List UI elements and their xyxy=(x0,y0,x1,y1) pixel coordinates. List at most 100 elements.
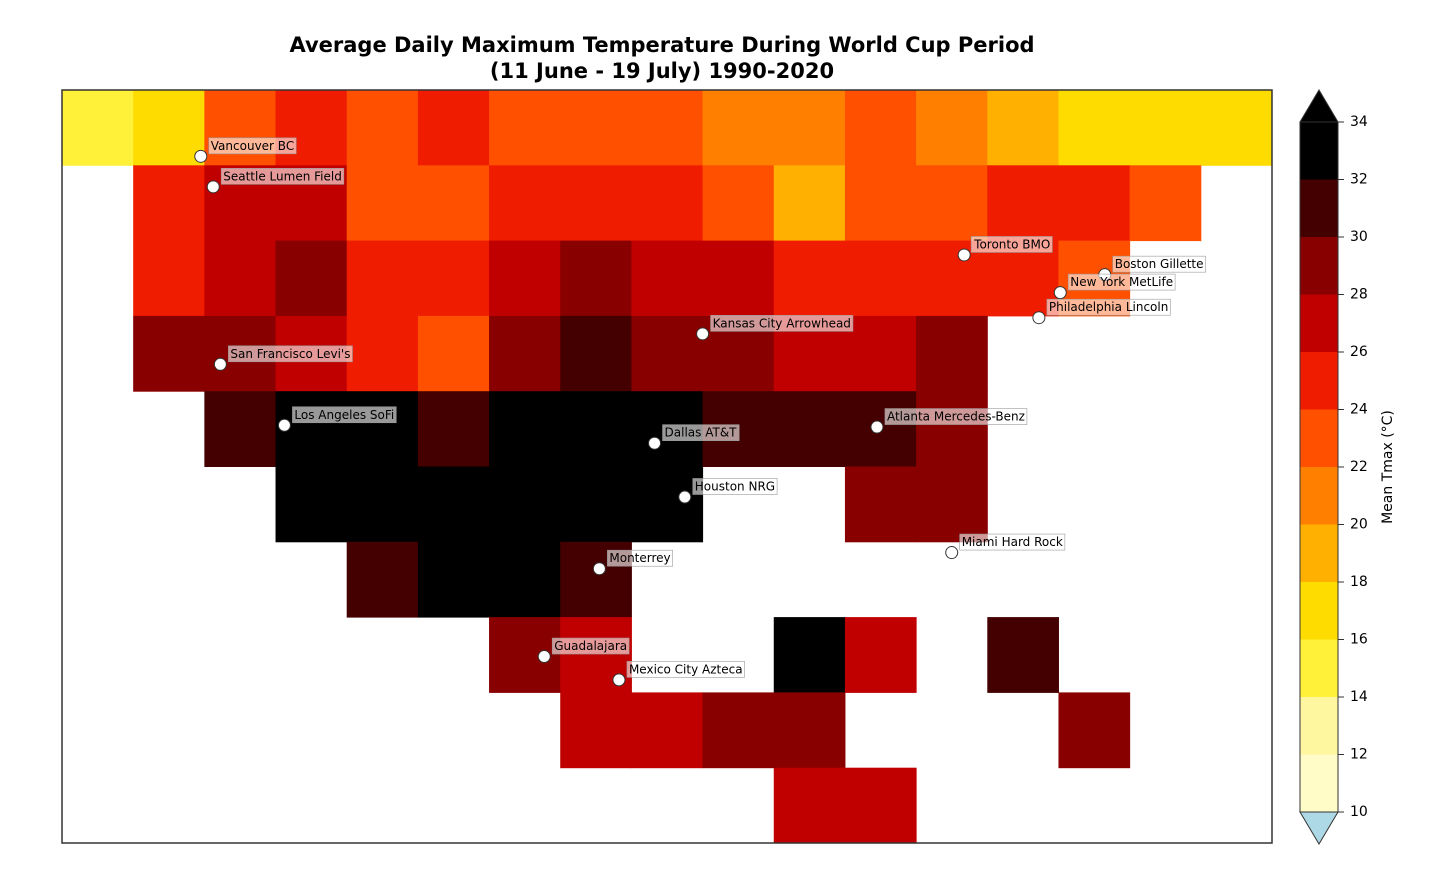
grid-cell xyxy=(773,767,846,844)
city-label: Houston NRG xyxy=(695,479,775,493)
grid-cell xyxy=(346,315,419,392)
grid-cell xyxy=(1058,165,1131,242)
city-marker xyxy=(194,149,208,163)
grid-cell xyxy=(773,240,846,317)
colorbar-tick-label: 14 xyxy=(1350,689,1368,705)
city-marker xyxy=(612,673,626,687)
grid-cell xyxy=(204,240,277,317)
colorbar-tick-label: 22 xyxy=(1350,459,1368,475)
city-label: Kansas City Arrowhead xyxy=(713,316,851,330)
city-marker xyxy=(945,546,959,560)
city-label-box xyxy=(884,408,1028,425)
colorbar-segment xyxy=(1300,179,1338,237)
colorbar-tick-label: 12 xyxy=(1350,747,1368,763)
grid-cell xyxy=(987,617,1059,693)
heat-grid xyxy=(62,90,1273,844)
city-label-box xyxy=(662,424,740,441)
colorbar-segment xyxy=(1300,582,1338,640)
city-label-box xyxy=(1067,273,1176,291)
city-label-box xyxy=(710,315,854,332)
grid-cell xyxy=(417,165,490,242)
grid-cell xyxy=(773,617,846,693)
colorbar-segment xyxy=(1300,352,1338,410)
colorbar-tick-label: 30 xyxy=(1350,229,1368,245)
city-label: Philadelphia Lincoln xyxy=(1049,300,1168,314)
grid-cell xyxy=(844,165,917,242)
colorbar-tick-label: 32 xyxy=(1350,172,1368,188)
city-label-box xyxy=(292,406,397,424)
city-label: Vancouver BC xyxy=(211,139,294,153)
grid-cell xyxy=(346,466,419,543)
city-marker xyxy=(648,436,662,450)
map-title: Average Daily Maximum Temperature During… xyxy=(289,33,1034,57)
colorbar-segment xyxy=(1300,409,1338,467)
grid-cell xyxy=(346,90,419,166)
grid-cell xyxy=(916,90,988,166)
grid-cell xyxy=(489,90,561,166)
grid-cell xyxy=(560,466,632,543)
city-label-box xyxy=(1046,298,1171,316)
city-label: Guadalajara xyxy=(554,639,627,653)
colorbar-segment xyxy=(1300,467,1338,525)
grid-cell xyxy=(702,240,775,317)
grid-cell xyxy=(916,240,988,317)
city-label: Toronto BMO xyxy=(973,237,1050,251)
colorbar-label: Mean Tmax (°C) xyxy=(1380,410,1396,524)
grid-cell xyxy=(702,692,775,769)
grid-cell xyxy=(346,541,419,618)
colorbar-tick-label: 26 xyxy=(1350,344,1368,360)
grid-cell xyxy=(489,391,561,467)
grid-cell xyxy=(489,541,561,618)
grid-cell xyxy=(417,315,490,392)
colorbar-tick-label: 24 xyxy=(1350,402,1368,418)
city-label: Boston Gillette xyxy=(1115,257,1204,271)
colorbar-tick-label: 16 xyxy=(1350,632,1368,648)
grid-cell xyxy=(1129,165,1202,242)
city-label-box xyxy=(607,549,673,567)
colorbar-tick-label: 18 xyxy=(1350,574,1368,590)
grid-cell xyxy=(631,165,704,242)
grid-cell xyxy=(773,391,846,467)
colorbar-segment xyxy=(1300,524,1338,582)
grid-cell xyxy=(560,165,632,242)
grid-cell xyxy=(133,90,205,166)
city-marker xyxy=(678,490,692,504)
grid-cell xyxy=(1058,90,1131,166)
city-label-box xyxy=(959,533,1066,551)
grid-cell xyxy=(1129,90,1202,166)
grid-cell xyxy=(133,165,205,242)
grid-cell xyxy=(417,240,490,317)
grid-cell xyxy=(916,315,988,392)
colorbar-segment xyxy=(1300,294,1338,352)
grid-cell xyxy=(560,391,632,467)
city-label: Seattle Lumen Field xyxy=(223,169,342,183)
city-label-box xyxy=(208,137,297,155)
grid-cell xyxy=(204,391,277,467)
city-label: New York MetLife xyxy=(1070,275,1173,289)
city-label-box xyxy=(220,168,345,185)
grid-cell xyxy=(844,315,917,392)
grid-cell xyxy=(489,165,561,242)
city-label-box xyxy=(228,345,353,363)
city-label-box xyxy=(1112,255,1206,273)
city-marker xyxy=(957,248,971,262)
grid-cell xyxy=(133,240,205,317)
grid-cell xyxy=(346,391,419,467)
grid-cell xyxy=(631,90,704,166)
grid-cell xyxy=(702,165,775,242)
grid-cell xyxy=(560,90,632,166)
city-marker xyxy=(1053,286,1067,300)
grid-cell xyxy=(987,165,1059,242)
grid-cell xyxy=(844,466,917,543)
grid-cell xyxy=(560,692,632,769)
colorbar-extend-over xyxy=(1299,89,1339,123)
city-marker xyxy=(277,418,291,432)
grid-cell xyxy=(631,240,704,317)
grid-cell xyxy=(489,466,561,543)
grid-cell xyxy=(844,90,917,166)
city-label-box xyxy=(970,236,1053,253)
colorbar-tick-label: 28 xyxy=(1350,287,1368,303)
grid-cell xyxy=(1200,90,1273,166)
colorbar-segment xyxy=(1300,122,1338,180)
